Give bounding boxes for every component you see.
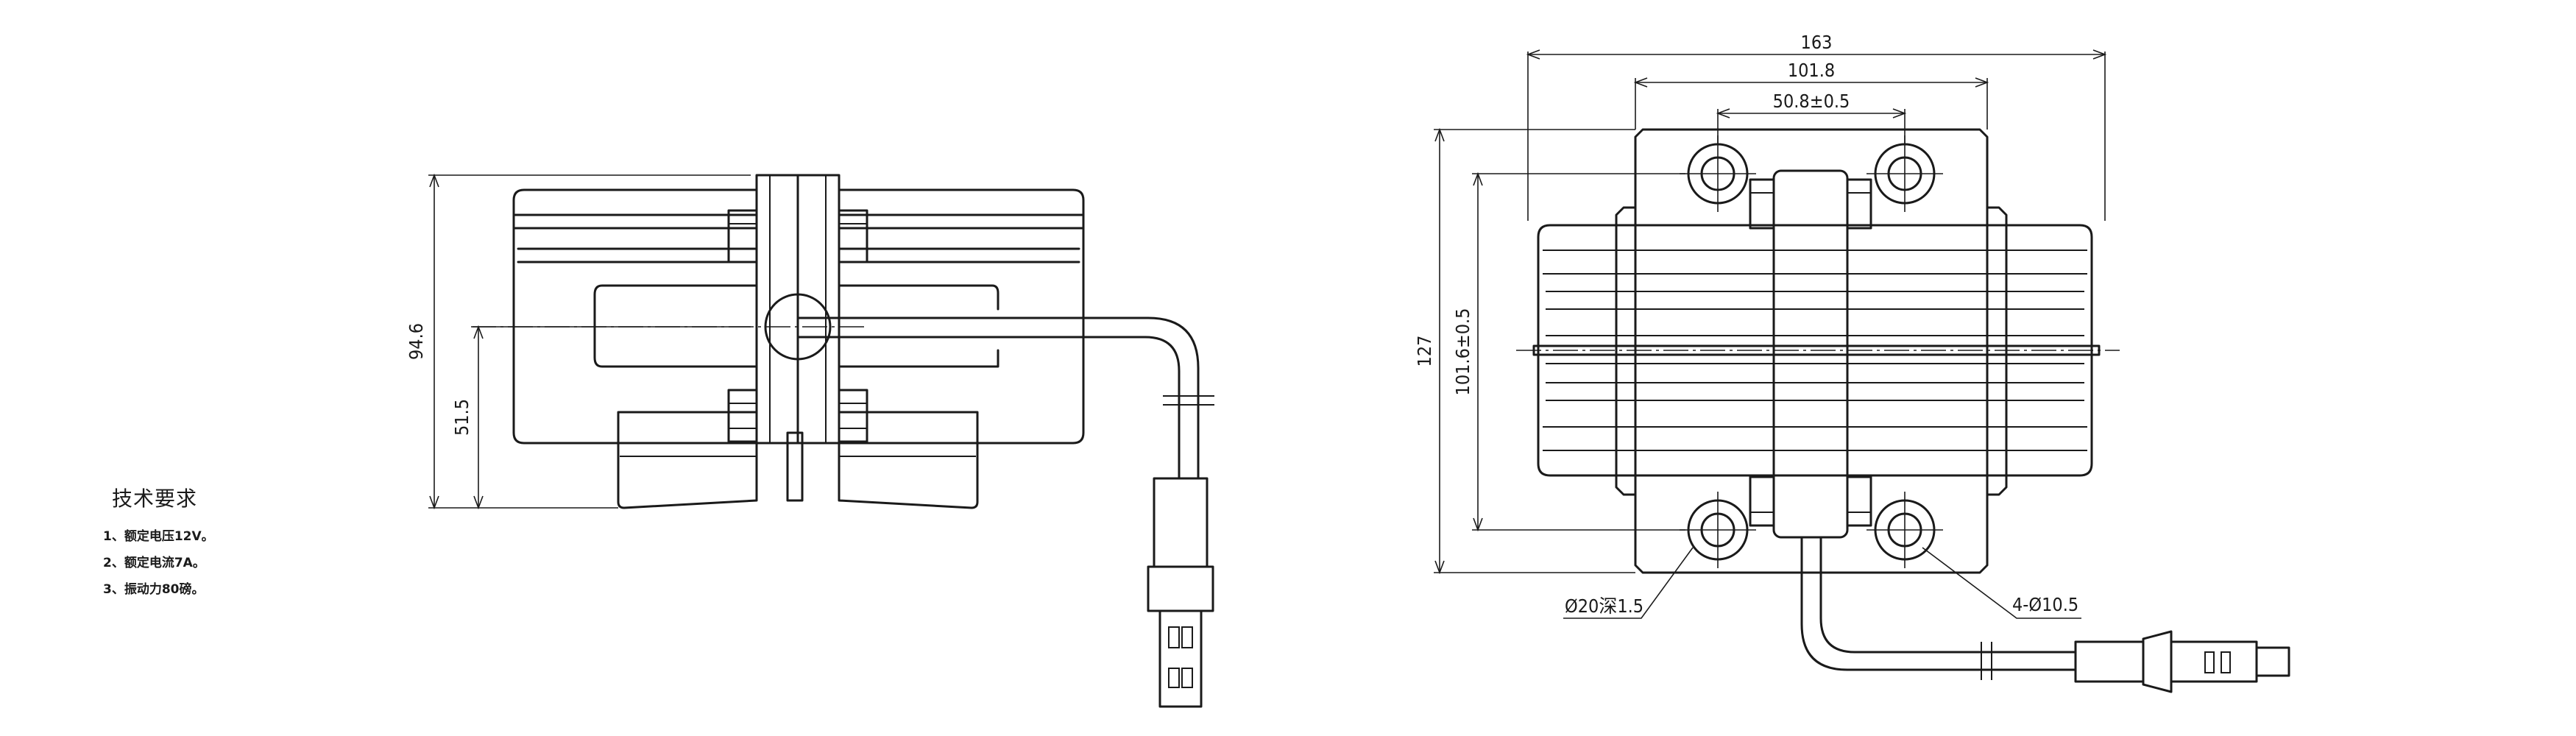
side-view: 94.6 51.5 — [406, 173, 1214, 708]
dim-overall-width: 163 — [1801, 32, 1833, 53]
counterbore-callout: Ø20深1.5 — [1565, 595, 1643, 617]
top-view: 163 101.8 50.8±0.5 127 101.6±0.5 Ø20深1.5… — [1414, 32, 2290, 693]
note-item-2: 2、额定电流7A。 — [103, 556, 205, 570]
note-item-3: 3、振动力80磅。 — [103, 582, 205, 597]
dim-axis-height: 51.5 — [451, 399, 473, 436]
dim-inner-depth: 101.6±0.5 — [1452, 308, 1473, 396]
notes-title: 技术要求 — [112, 486, 198, 511]
dim-center-spacing: 50.8±0.5 — [1773, 91, 1850, 112]
holes-callout: 4-Ø10.5 — [2012, 594, 2078, 615]
dim-overall-depth: 127 — [1414, 336, 1435, 367]
dim-bolt-spacing: 101.8 — [1788, 60, 1835, 81]
dim-overall-height: 94.6 — [406, 323, 427, 360]
note-item-1: 1、额定电压12V。 — [103, 529, 214, 544]
